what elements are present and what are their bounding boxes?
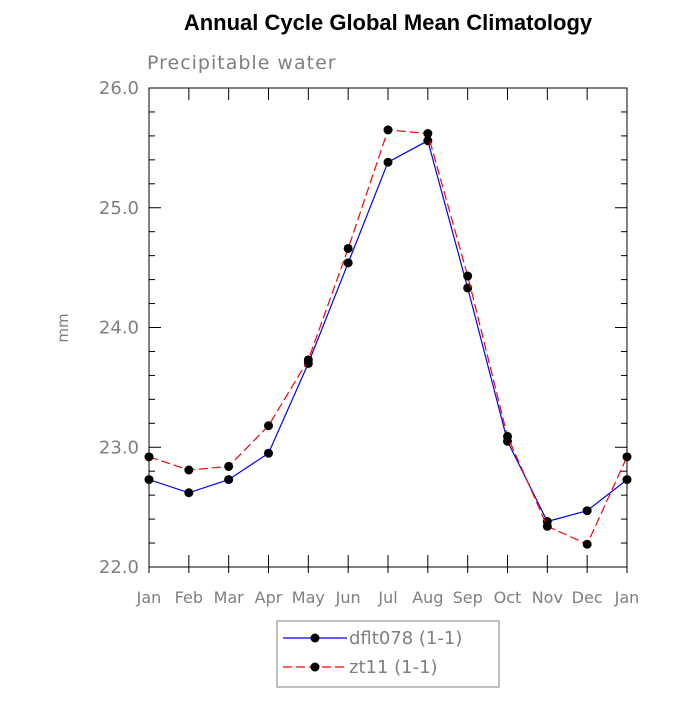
x-tick-label: Jul (377, 588, 397, 607)
data-point-series-1 (542, 521, 552, 531)
chart-title: Annual Cycle Global Mean Climatology (184, 10, 593, 35)
series-line-0 (148, 139, 628, 523)
data-point-series-1 (622, 452, 632, 462)
data-point-series-1 (343, 243, 353, 253)
x-tick-label: Aug (412, 588, 443, 607)
data-point-series-1 (582, 539, 592, 549)
data-point-series-1 (423, 129, 433, 139)
data-point-series-1 (503, 431, 512, 441)
plot-area: 22.0 23.0 24.0 25.0 26.0 Jan Feb Mar Apr May Jun Ju… (99, 78, 639, 607)
data-point-series-0 (184, 488, 194, 498)
x-tick-label: Sep (453, 588, 483, 607)
legend-label-1: zt11 (1-1) (349, 657, 438, 678)
data-point-series-0 (144, 475, 154, 485)
chart-subtitle: Precipitable water (147, 52, 337, 74)
x-tick-label: May (292, 588, 325, 607)
data-point-series-1 (383, 125, 393, 135)
legend-marker-0 (310, 633, 320, 643)
y-tick-label: 24.0 (99, 318, 139, 339)
data-point-series-1 (303, 355, 313, 365)
data-point-series-1 (463, 271, 473, 281)
data-point-series-0 (224, 475, 234, 485)
x-tick-label: Feb (175, 588, 203, 607)
y-tick-label: 26.0 (99, 78, 139, 99)
legend-marker-1 (310, 662, 320, 672)
data-point-series-1 (264, 421, 273, 431)
data-point-series-1 (184, 465, 194, 475)
legend-box (276, 620, 500, 688)
legend-label-0: dflt078 (1-1) (349, 628, 462, 649)
x-tick-label: Jun (335, 588, 361, 607)
legend: dflt078 (1-1) zt11 (1-1) (276, 620, 500, 688)
data-point-series-0 (343, 258, 353, 268)
data-point-series-0 (463, 283, 473, 293)
data-point-series-0 (383, 157, 393, 167)
y-tick-label: 23.0 (99, 437, 139, 458)
x-tick-label: Dec (572, 588, 603, 607)
data-point-series-0 (622, 475, 632, 485)
y-tick-label: 22.0 (99, 557, 139, 578)
data-point-series-1 (224, 461, 234, 471)
x-tick-label: Jan (136, 588, 162, 607)
y-tick-label: 25.0 (99, 198, 139, 219)
x-tick-label: Nov (532, 588, 563, 607)
data-point-series-0 (582, 506, 592, 516)
x-tick-label: Apr (255, 588, 283, 607)
x-tick-label: Jan (614, 588, 640, 607)
x-tick-label: Oct (494, 588, 522, 607)
data-point-series-1 (144, 452, 154, 462)
y-axis-label: mm (54, 313, 72, 342)
x-tick-label: Mar (214, 588, 245, 607)
data-point-series-0 (264, 448, 273, 458)
